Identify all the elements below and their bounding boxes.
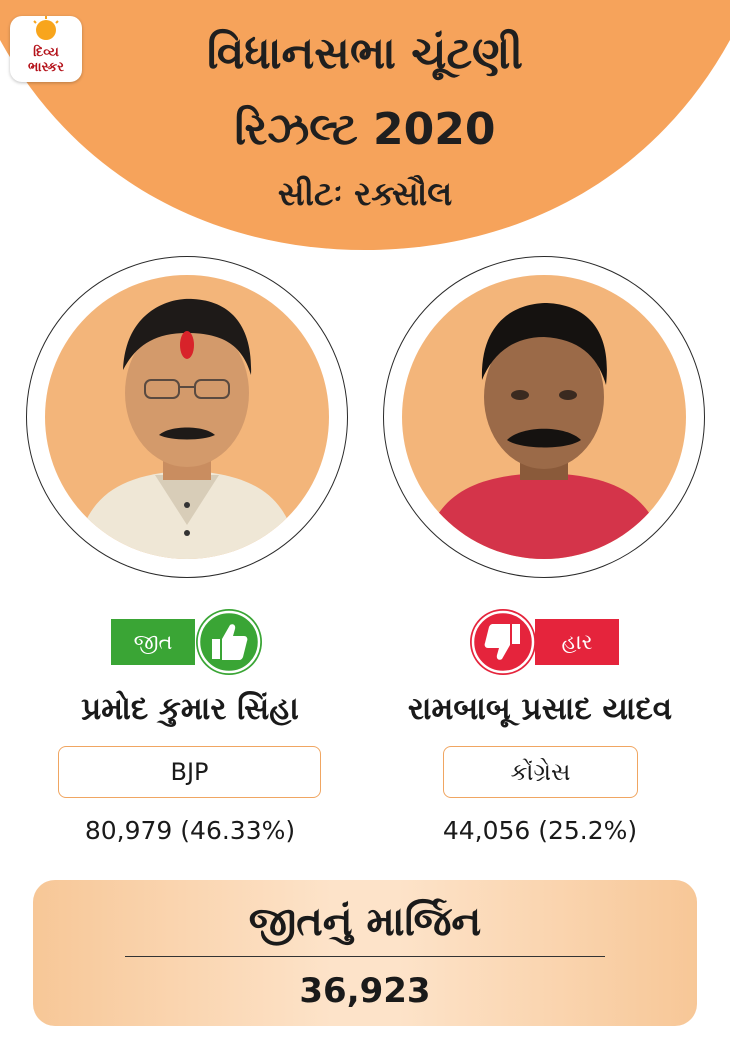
header-background	[0, 0, 730, 250]
thumbs-down-icon	[470, 609, 536, 675]
page-title-line-2: રિઝલ્ટ 2020	[234, 104, 496, 155]
candidate-1-name: પ્રમોદ કુમાર સિંહા	[81, 691, 299, 727]
candidate-1-photo	[45, 275, 329, 559]
margin-value: 36,923	[299, 971, 431, 1011]
margin-divider	[125, 956, 605, 957]
candidate-1-party: BJP	[58, 746, 321, 798]
candidate-2-votes: 44,056 (25.2%)	[442, 816, 638, 845]
candidate-2-name: રામબાબૂ પ્રસાદ યાદવ	[407, 691, 673, 727]
seat-label: સીટઃ રક્સૌલ	[277, 174, 453, 213]
candidate-2-photo-frame	[383, 256, 705, 578]
victory-margin-panel: જીતનું માર્જિન 36,923	[33, 880, 697, 1026]
thumbs-up-icon	[196, 609, 262, 675]
candidate-2-photo	[402, 275, 686, 559]
candidate-2-party: કોંગ્રેસ	[443, 746, 638, 798]
candidate-2-status-badge: હાર	[535, 619, 619, 665]
candidate-1-votes: 80,979 (46.33%)	[84, 816, 296, 845]
sun-icon	[33, 16, 59, 40]
margin-label: જીતનું માર્જિન	[248, 899, 482, 945]
logo-line-2: ભાસ્કર	[28, 60, 64, 75]
divya-bhaskar-logo[interactable]: દિવ્ય ભાસ્કર	[10, 16, 82, 82]
candidate-1-status-badge: જીત	[111, 619, 195, 665]
page-title-line-1: વિધાનસભા ચૂંટણી	[206, 28, 523, 79]
logo-line-1: દિવ્ય	[33, 45, 59, 60]
candidate-1-photo-frame	[26, 256, 348, 578]
